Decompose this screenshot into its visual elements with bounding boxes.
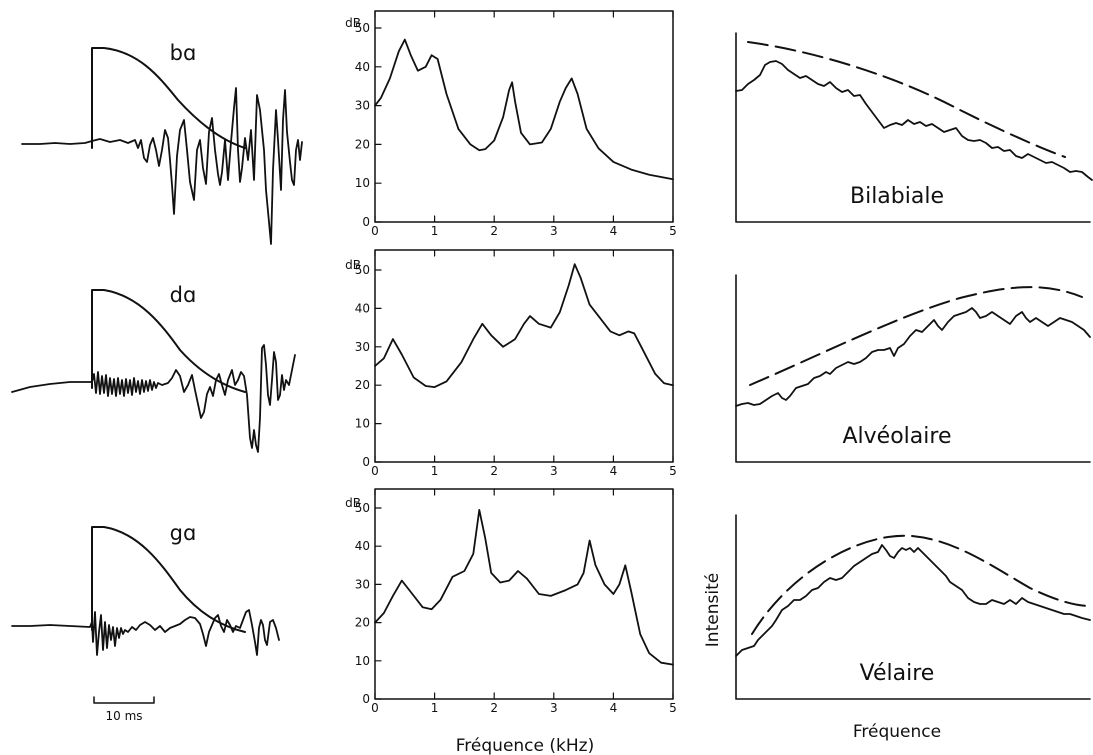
spectrum-frame <box>374 488 674 700</box>
x-tick-label: 2 <box>490 224 498 238</box>
x-tick-label: 0 <box>371 701 379 715</box>
x-tick-label: 1 <box>431 224 439 238</box>
spectra-x-label: Fréquence (kHz) <box>456 736 594 755</box>
y-tick-label: 30 <box>355 99 370 113</box>
scale-bar-label: 10 ms <box>105 709 142 723</box>
syllable-label: gɑ <box>170 521 197 545</box>
x-tick-label: 0 <box>371 464 379 478</box>
y-tick-label: 30 <box>355 577 370 591</box>
y-unit-label: dB <box>345 496 361 510</box>
waveform-trace <box>11 609 280 656</box>
waveform-trace <box>21 87 303 245</box>
x-tick-label: 4 <box>610 464 618 478</box>
x-tick-label: 5 <box>669 701 677 715</box>
y-tick-label: 50 <box>355 501 370 515</box>
y-unit-label: dB <box>345 16 361 30</box>
burst-envelope <box>91 526 246 633</box>
template-axes <box>735 32 1091 223</box>
template-spectrum-curve <box>735 544 1091 657</box>
y-tick-label: 0 <box>362 692 370 706</box>
waveform-panel-ba: bɑ <box>21 41 303 245</box>
y-tick-label: 10 <box>355 417 370 431</box>
y-tick-label: 20 <box>355 137 370 151</box>
spectrum-frame <box>374 10 674 223</box>
x-tick-label: 5 <box>669 464 677 478</box>
x-tick-label: 2 <box>490 701 498 715</box>
x-tick-label: 3 <box>550 701 558 715</box>
template-panel-velar: Vélaire <box>735 514 1091 700</box>
template-x-label: Fréquence <box>853 722 941 742</box>
template-panel-bilabial: Bilabiale <box>735 32 1093 223</box>
template-spectrum-curve <box>735 60 1093 181</box>
y-tick-label: 40 <box>355 539 370 553</box>
y-tick-label: 30 <box>355 340 370 354</box>
place-label: Vélaire <box>860 661 935 686</box>
place-label: Alvéolaire <box>843 424 952 449</box>
x-tick-label: 5 <box>669 224 677 238</box>
x-tick-label: 0 <box>371 224 379 238</box>
y-tick-label: 0 <box>362 215 370 229</box>
y-unit-label: dB <box>345 258 361 272</box>
x-tick-label: 1 <box>431 464 439 478</box>
syllable-label: dɑ <box>170 283 197 307</box>
spectrum-line <box>374 509 674 666</box>
y-tick-label: 50 <box>355 263 370 277</box>
spectrum-line <box>374 263 674 388</box>
template-dashed-curve <box>747 41 1066 158</box>
waveform-panel-da: dɑ <box>11 283 296 453</box>
waveform-panel-ga: gɑ <box>11 521 280 656</box>
y-tick-label: 0 <box>362 455 370 469</box>
x-tick-label: 4 <box>610 701 618 715</box>
template-panel-alveolar: Alvéolaire <box>735 274 1091 463</box>
scale-bar: 10 ms <box>93 696 155 723</box>
y-tick-label: 40 <box>355 60 370 74</box>
template-y-label: Intensité <box>703 573 723 647</box>
x-tick-label: 3 <box>550 464 558 478</box>
syllable-label: bɑ <box>170 41 197 65</box>
template-dashed-curve <box>749 286 1083 386</box>
template-axes <box>735 514 1091 700</box>
x-tick-label: 3 <box>550 224 558 238</box>
y-tick-label: 20 <box>355 616 370 630</box>
y-tick-label: 10 <box>355 176 370 190</box>
y-tick-label: 40 <box>355 301 370 315</box>
x-tick-label: 2 <box>490 464 498 478</box>
scale-bar-line <box>93 696 155 704</box>
waveform-trace <box>11 344 296 453</box>
y-tick-label: 10 <box>355 654 370 668</box>
spectrum-line <box>374 38 674 181</box>
burst-envelope <box>91 289 246 393</box>
y-tick-label: 20 <box>355 378 370 392</box>
x-tick-label: 1 <box>431 701 439 715</box>
spectrum-frame <box>374 249 674 463</box>
template-spectrum-curve <box>735 307 1091 407</box>
place-label: Bilabiale <box>850 184 944 209</box>
template-dashed-curve <box>751 534 1091 635</box>
x-tick-label: 4 <box>610 224 618 238</box>
y-tick-label: 50 <box>355 21 370 35</box>
template-axes <box>735 274 1091 463</box>
burst-envelope <box>91 47 246 149</box>
